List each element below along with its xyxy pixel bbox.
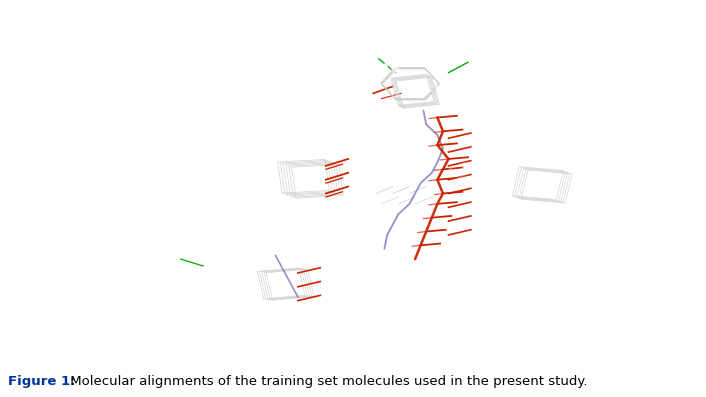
Text: Molecular alignments of the training set molecules used in the present study.: Molecular alignments of the training set… bbox=[66, 375, 588, 388]
Text: Figure 1:: Figure 1: bbox=[8, 375, 76, 388]
